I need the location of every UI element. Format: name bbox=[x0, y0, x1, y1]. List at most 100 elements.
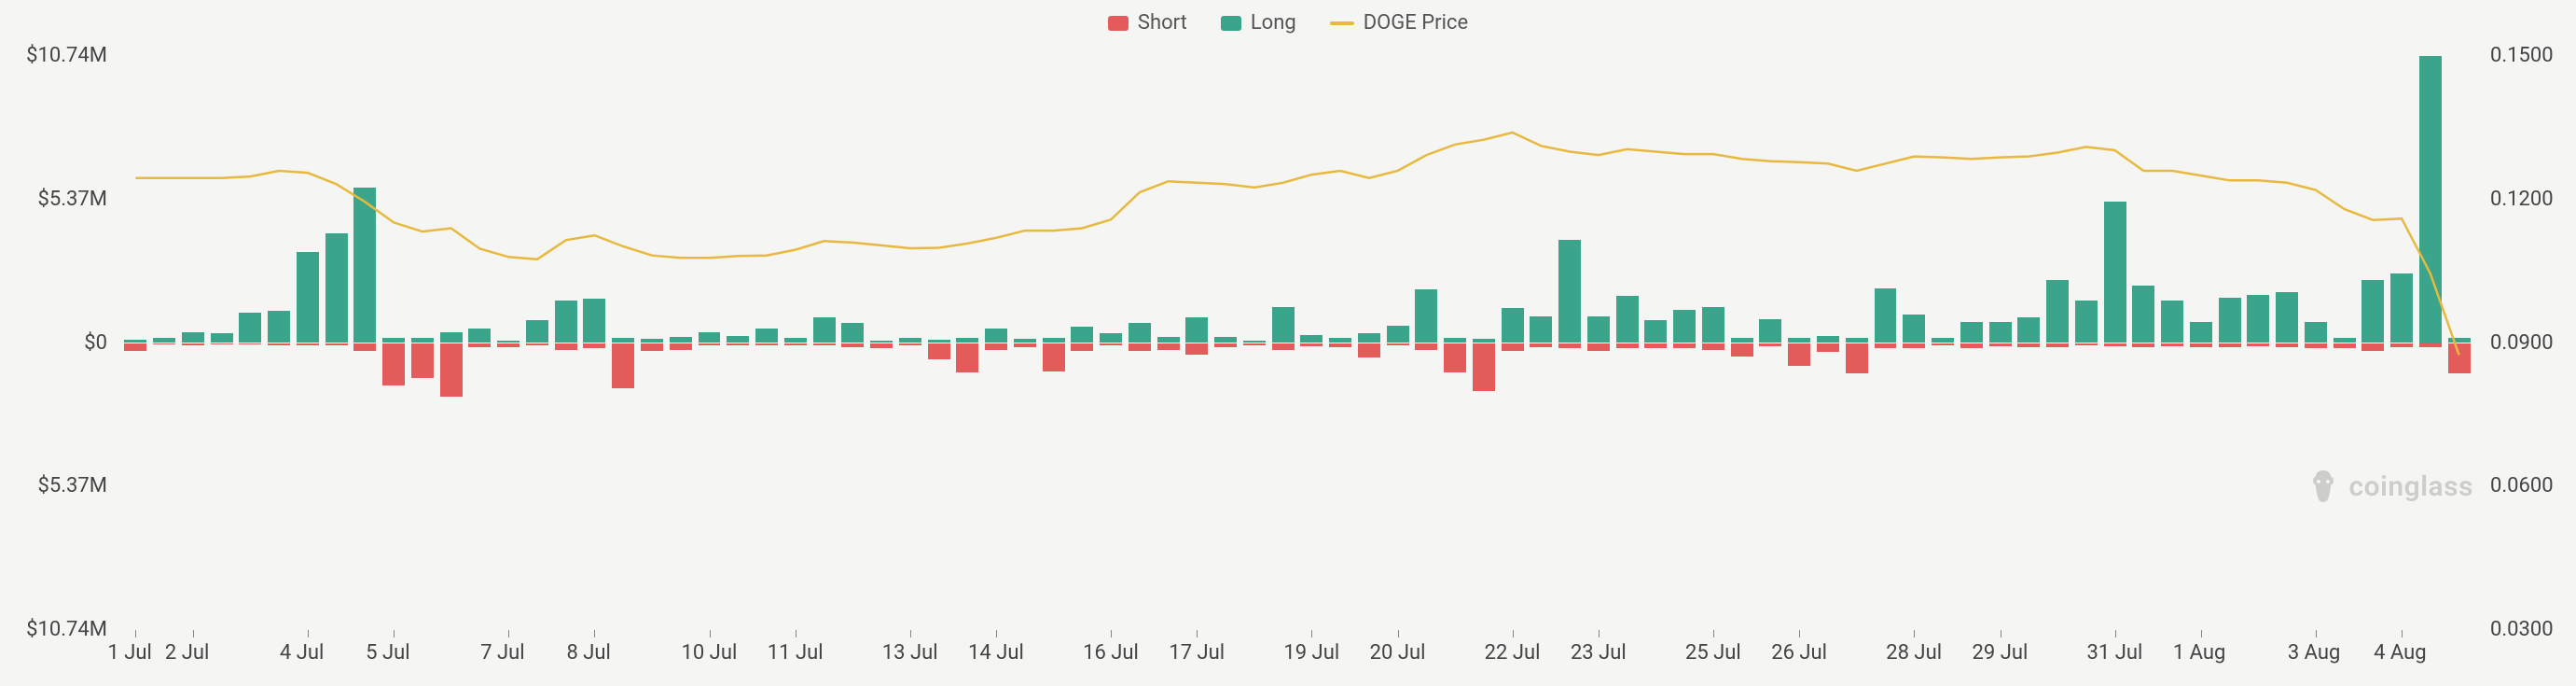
bar-short[interactable] bbox=[1932, 343, 1954, 346]
bar-short[interactable] bbox=[1960, 343, 1983, 348]
bar-short[interactable] bbox=[899, 343, 921, 346]
bar-long[interactable] bbox=[813, 317, 836, 343]
bar-short[interactable] bbox=[1788, 343, 1810, 366]
bar-long[interactable] bbox=[2132, 286, 2154, 343]
bar-long[interactable] bbox=[1185, 317, 1208, 343]
bar-short[interactable] bbox=[2161, 343, 2183, 346]
bar-short[interactable] bbox=[153, 343, 175, 345]
bar-short[interactable] bbox=[784, 343, 807, 345]
bar-short[interactable] bbox=[2075, 343, 2098, 346]
bar-long[interactable] bbox=[1129, 323, 1151, 343]
bar-long[interactable] bbox=[268, 311, 290, 343]
bar-short[interactable] bbox=[1673, 343, 1696, 349]
bar-long[interactable] bbox=[841, 323, 864, 343]
bar-short[interactable] bbox=[526, 343, 548, 346]
bar-short[interactable] bbox=[1243, 343, 1266, 346]
bar-long[interactable] bbox=[2390, 273, 2413, 343]
bar-long[interactable] bbox=[325, 233, 348, 343]
bar-long[interactable] bbox=[1616, 296, 1639, 343]
bar-short[interactable] bbox=[2390, 343, 2413, 347]
bar-short[interactable] bbox=[2361, 343, 2384, 352]
bar-short[interactable] bbox=[1644, 343, 1667, 348]
bar-short[interactable] bbox=[2276, 343, 2298, 347]
bar-short[interactable] bbox=[297, 343, 319, 346]
bar-long[interactable] bbox=[1358, 333, 1380, 343]
bar-long[interactable] bbox=[583, 299, 605, 343]
bar-long[interactable] bbox=[2075, 301, 2098, 343]
bar-short[interactable] bbox=[1817, 343, 1839, 352]
bar-short[interactable] bbox=[1530, 343, 1552, 347]
bar-short[interactable] bbox=[182, 343, 204, 345]
bar-long[interactable] bbox=[1502, 308, 1524, 343]
bar-short[interactable] bbox=[1989, 343, 2012, 346]
bar-short[interactable] bbox=[497, 343, 519, 347]
bar-short[interactable] bbox=[641, 343, 663, 352]
bar-long[interactable] bbox=[1644, 320, 1667, 343]
bar-long[interactable] bbox=[468, 329, 491, 343]
bar-long[interactable] bbox=[1387, 326, 1409, 343]
bar-short[interactable] bbox=[1702, 343, 1724, 350]
bar-short[interactable] bbox=[670, 343, 692, 350]
bar-short[interactable] bbox=[555, 343, 577, 350]
legend-long[interactable]: Long bbox=[1221, 11, 1296, 35]
bar-short[interactable] bbox=[382, 343, 405, 386]
bar-long[interactable] bbox=[2017, 317, 2040, 343]
bar-long[interactable] bbox=[2104, 202, 2126, 343]
bar-long[interactable] bbox=[2419, 56, 2442, 343]
bar-short[interactable] bbox=[699, 343, 721, 346]
bar-long[interactable] bbox=[699, 332, 721, 343]
bar-short[interactable] bbox=[1616, 343, 1639, 349]
bar-short[interactable] bbox=[1014, 343, 1036, 347]
bar-long[interactable] bbox=[297, 252, 319, 343]
bar-long[interactable] bbox=[2219, 298, 2241, 343]
bar-long[interactable] bbox=[1272, 307, 1295, 343]
bar-short[interactable] bbox=[1157, 343, 1180, 350]
bar-short[interactable] bbox=[928, 343, 950, 359]
legend-price[interactable]: DOGE Price bbox=[1330, 11, 1468, 35]
bar-short[interactable] bbox=[2247, 343, 2269, 346]
bar-short[interactable] bbox=[1558, 343, 1581, 348]
bar-long[interactable] bbox=[1530, 316, 1552, 343]
bar-short[interactable] bbox=[1387, 343, 1409, 346]
bar-short[interactable] bbox=[1272, 343, 1295, 350]
bar-short[interactable] bbox=[2448, 343, 2471, 374]
bar-long[interactable] bbox=[1100, 333, 1122, 343]
bar-long[interactable] bbox=[2190, 322, 2212, 343]
bar-short[interactable] bbox=[1444, 343, 1466, 372]
bar-short[interactable] bbox=[1329, 343, 1351, 347]
bar-long[interactable] bbox=[2046, 280, 2069, 343]
bar-short[interactable] bbox=[411, 343, 434, 378]
bar-long[interactable] bbox=[985, 329, 1007, 343]
bar-long[interactable] bbox=[1300, 335, 1323, 343]
bar-long[interactable] bbox=[755, 329, 778, 343]
bar-long[interactable] bbox=[1558, 240, 1581, 343]
bar-short[interactable] bbox=[1846, 343, 1868, 374]
bar-short[interactable] bbox=[1300, 343, 1323, 346]
bar-long[interactable] bbox=[440, 332, 463, 343]
bar-short[interactable] bbox=[1473, 343, 1495, 392]
bar-short[interactable] bbox=[440, 343, 463, 397]
bar-long[interactable] bbox=[239, 313, 261, 343]
bar-short[interactable] bbox=[2046, 343, 2069, 347]
bar-short[interactable] bbox=[2334, 343, 2356, 349]
bar-short[interactable] bbox=[813, 343, 836, 346]
bar-long[interactable] bbox=[1903, 315, 1925, 343]
bar-short[interactable] bbox=[1415, 343, 1437, 350]
bar-short[interactable] bbox=[2305, 343, 2327, 348]
bar-long[interactable] bbox=[211, 333, 233, 343]
bar-long[interactable] bbox=[1415, 289, 1437, 343]
bar-short[interactable] bbox=[2419, 343, 2442, 347]
bar-long[interactable] bbox=[1673, 310, 1696, 343]
bar-short[interactable] bbox=[612, 343, 634, 389]
bar-long[interactable] bbox=[555, 301, 577, 343]
bar-short[interactable] bbox=[1502, 343, 1524, 352]
bar-short[interactable] bbox=[841, 343, 864, 347]
bar-short[interactable] bbox=[1759, 343, 1781, 346]
bar-short[interactable] bbox=[2104, 343, 2126, 346]
bar-long[interactable] bbox=[2276, 292, 2298, 343]
bar-long[interactable] bbox=[727, 336, 749, 343]
bar-short[interactable] bbox=[985, 343, 1007, 350]
bar-short[interactable] bbox=[268, 343, 290, 346]
bar-long[interactable] bbox=[2361, 280, 2384, 343]
bar-short[interactable] bbox=[1129, 343, 1151, 352]
